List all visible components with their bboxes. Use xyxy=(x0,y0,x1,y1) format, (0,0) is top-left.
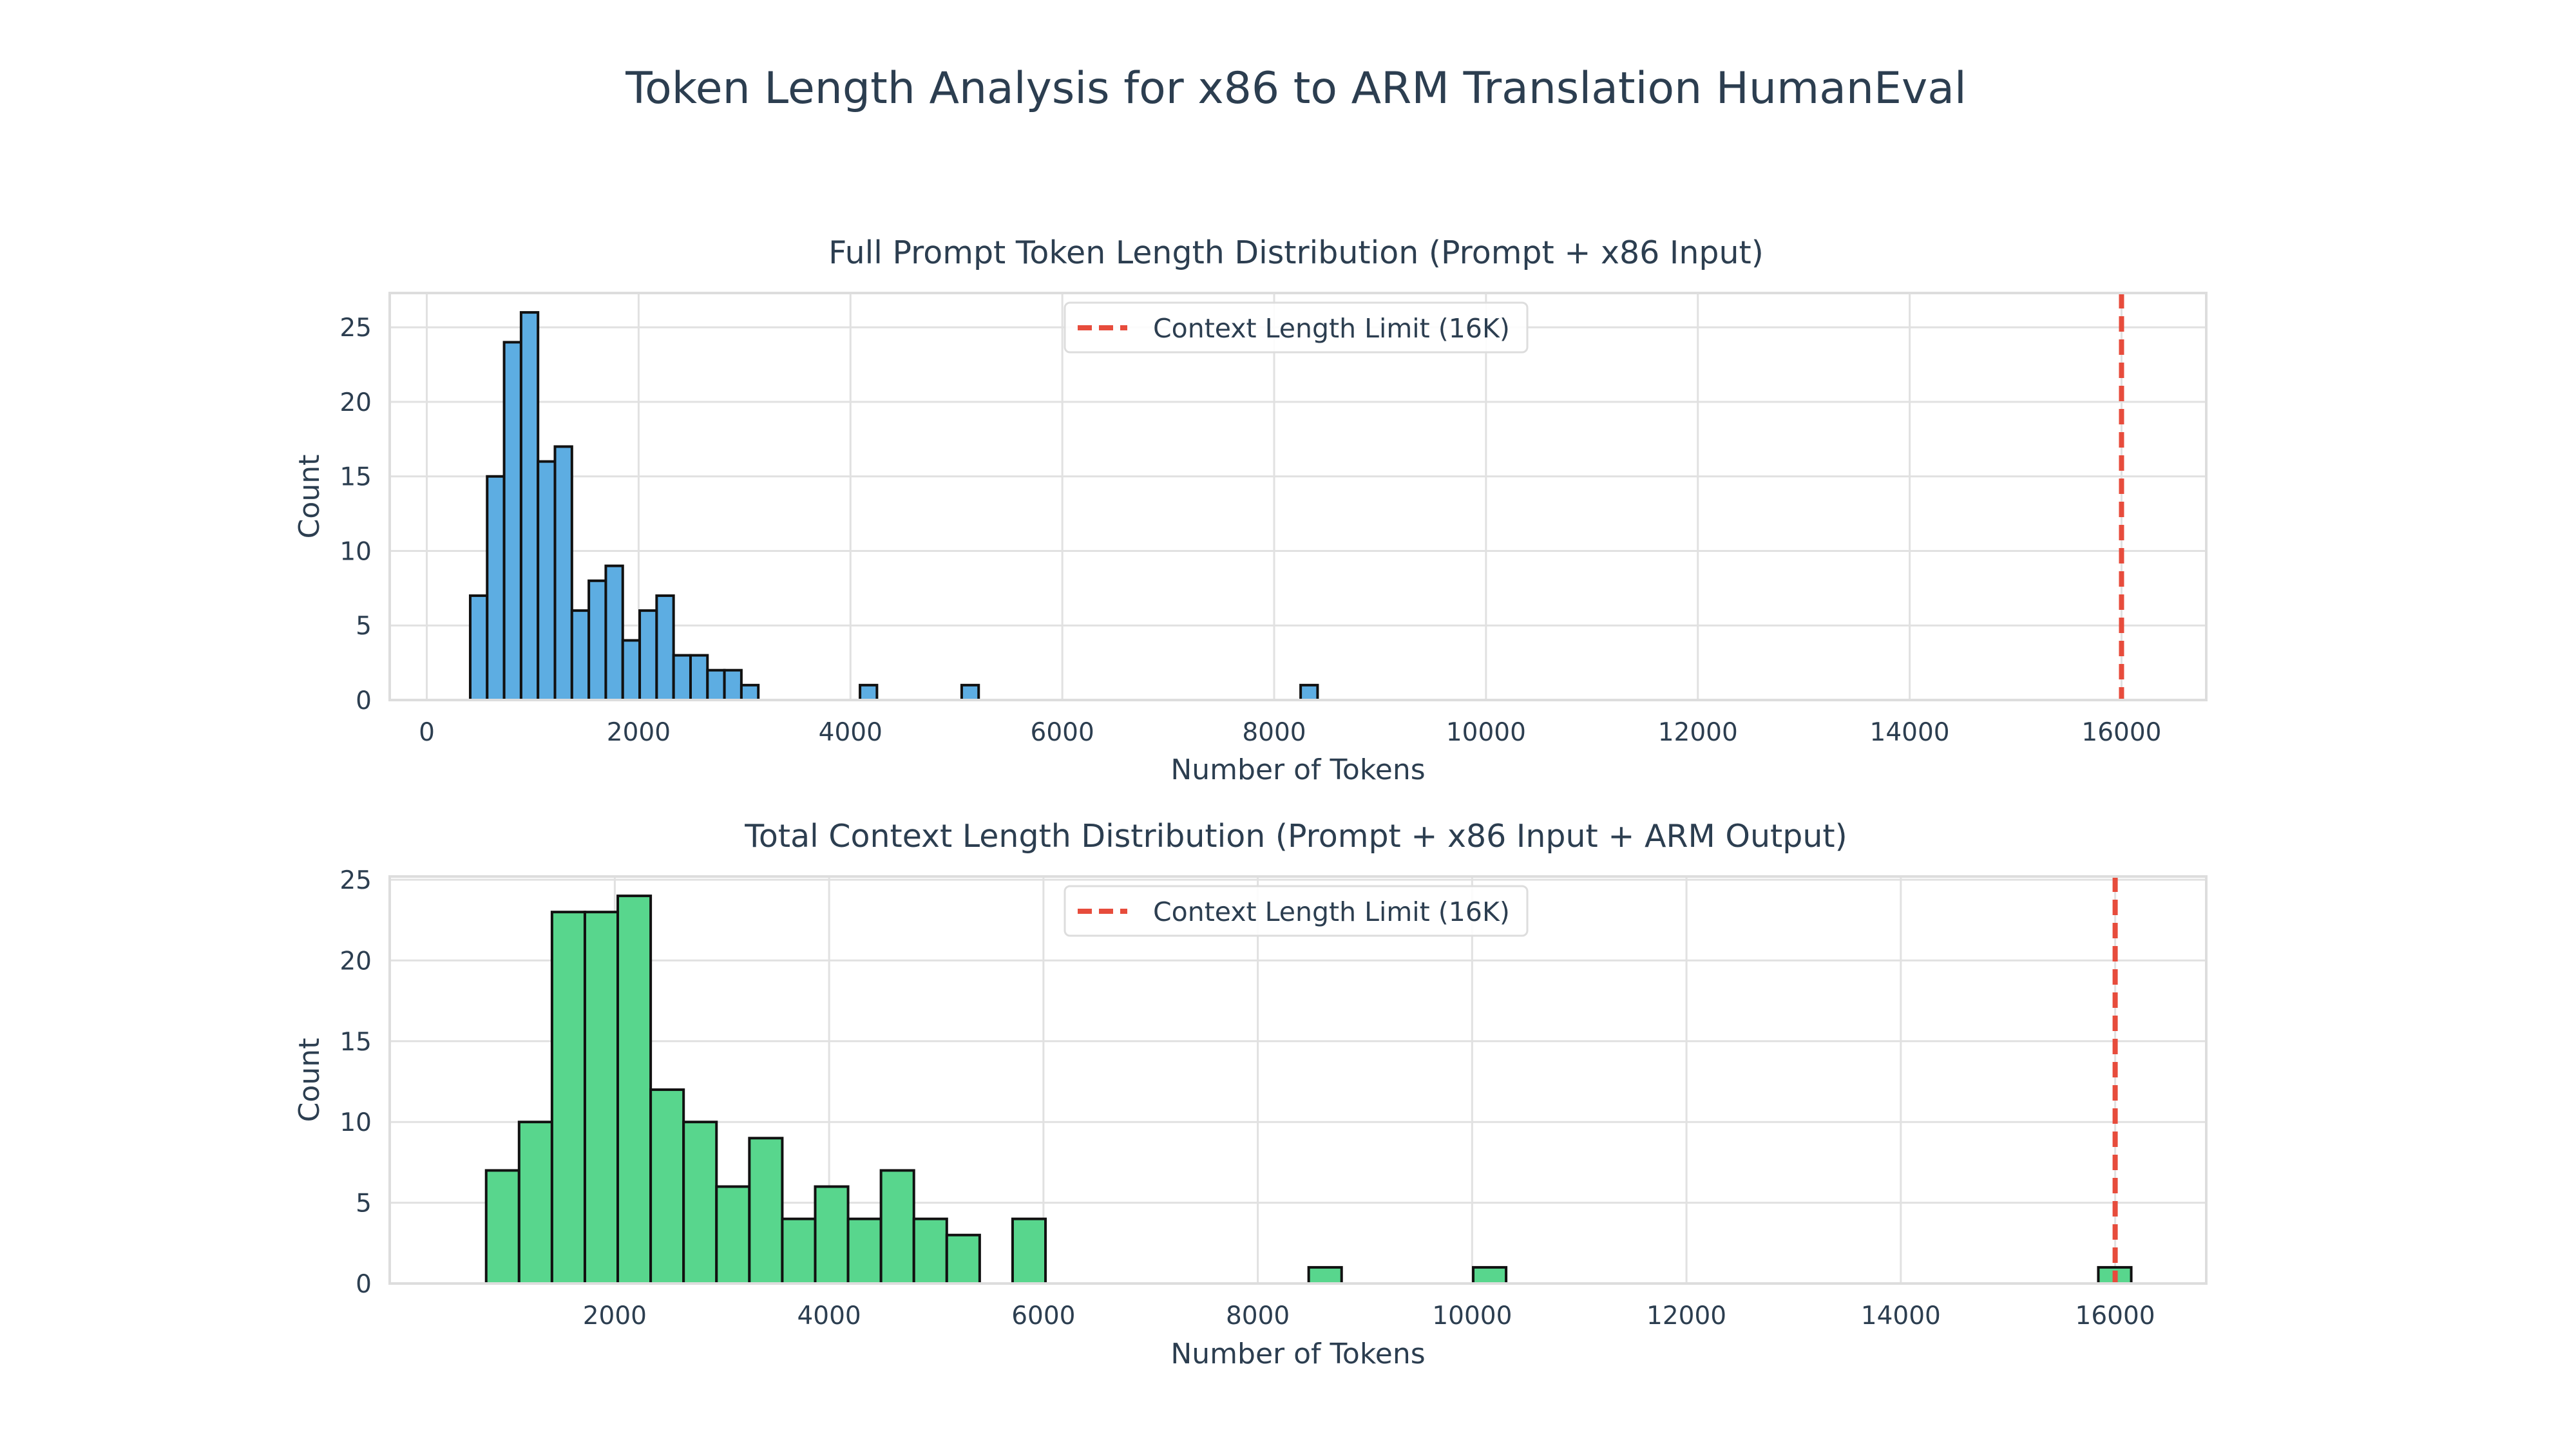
bottom-legend: Context Length Limit (16K) xyxy=(1064,885,1529,937)
bottom-histogram-bar xyxy=(846,1217,883,1285)
bottom-plot-frame xyxy=(388,875,2208,1285)
top-y-tick-label: 25 xyxy=(339,314,372,343)
top-x-tick-label: 16000 xyxy=(2081,718,2161,747)
top-x-tick-label: 4000 xyxy=(819,718,883,747)
bottom-x-ticks: 2000 4000 6000 8000 10000 12000 14000 16000 xyxy=(583,1302,2155,1331)
top-legend-label: Context Length Limit (16K) xyxy=(1153,313,1510,344)
top-x-tick-label: 8000 xyxy=(1242,718,1306,747)
top-histogram-bar xyxy=(723,668,743,701)
top-histogram-bar xyxy=(587,579,607,701)
top-x-tick-label: 12000 xyxy=(1658,718,1738,747)
top-histogram-bar xyxy=(672,654,692,701)
bottom-y-tick-label: 10 xyxy=(339,1108,372,1137)
top-histogram-bar xyxy=(537,460,557,701)
top-histogram-bar xyxy=(502,341,522,701)
top-x-ticks: 0 2000 4000 6000 8000 10000 12000 14000 16000 xyxy=(419,718,2161,747)
top-histogram-bar xyxy=(553,445,573,701)
bottom-histogram-bar xyxy=(781,1217,817,1285)
top-histogram-bar xyxy=(486,475,506,701)
top-histogram-bar xyxy=(859,683,879,702)
top-legend: Context Length Limit (16K) xyxy=(1064,301,1529,354)
bottom-y-axis-label: Count xyxy=(293,1038,326,1122)
top-grid xyxy=(390,293,2206,701)
top-histogram-bar xyxy=(655,594,675,702)
top-y-tick-label: 0 xyxy=(356,687,372,715)
top-x-tick-label: 6000 xyxy=(1031,718,1094,747)
bottom-y-ticks: 0 5 10 15 20 25 xyxy=(339,866,372,1299)
bottom-histogram-bar xyxy=(1472,1265,1508,1285)
top-histogram-bar xyxy=(604,564,624,702)
top-legend-box xyxy=(1064,301,1529,354)
bottom-x-axis-label: Number of Tokens xyxy=(1170,1338,1425,1370)
top-y-ticks: 0 5 10 15 20 25 xyxy=(339,314,372,715)
top-x-tick-label: 14000 xyxy=(1870,718,1950,747)
top-plot-frame xyxy=(388,292,2208,701)
bottom-y-tick-label: 0 xyxy=(356,1270,372,1299)
top-histogram-bar xyxy=(621,639,642,702)
top-y-tick-label: 20 xyxy=(339,388,372,417)
bottom-x-tick-label: 12000 xyxy=(1646,1302,1726,1331)
bottom-x-tick-label: 14000 xyxy=(1861,1302,1941,1331)
top-histogram-bar xyxy=(960,683,980,702)
top-histogram-bar xyxy=(1299,683,1319,702)
bottom-histogram-panel: Total Context Length Distribution (Promp… xyxy=(293,818,2208,1370)
top-histogram-bar xyxy=(739,683,760,702)
top-y-tick-label: 5 xyxy=(356,612,372,641)
top-x-axis-label: Number of Tokens xyxy=(1170,753,1425,786)
figure-title: Token Length Analysis for x86 to ARM Tra… xyxy=(625,63,1967,114)
top-chart-title: Full Prompt Token Length Distribution (P… xyxy=(828,234,1764,271)
top-y-tick-label: 15 xyxy=(339,463,372,492)
bottom-y-tick-label: 15 xyxy=(339,1028,372,1057)
top-histogram-bar xyxy=(519,311,540,702)
top-bars xyxy=(468,311,1319,702)
bottom-x-tick-label: 6000 xyxy=(1011,1302,1075,1331)
bottom-x-tick-label: 2000 xyxy=(583,1302,647,1331)
bottom-histogram-bar xyxy=(583,911,620,1285)
bottom-x-tick-label: 8000 xyxy=(1226,1302,1290,1331)
bottom-y-tick-label: 5 xyxy=(356,1189,372,1218)
bottom-histogram-bar xyxy=(550,911,586,1285)
bottom-histogram-bar xyxy=(1011,1217,1047,1285)
top-x-tick-label: 0 xyxy=(419,718,435,747)
top-histogram-panel: Full Prompt Token Length Distribution (P… xyxy=(293,234,2208,786)
bottom-histogram-bar xyxy=(517,1121,553,1285)
bottom-y-tick-label: 25 xyxy=(339,866,372,895)
top-histogram-bar xyxy=(689,654,709,701)
bottom-histogram-bar xyxy=(715,1185,751,1285)
top-histogram-bar xyxy=(570,609,591,701)
bottom-histogram-bar xyxy=(912,1217,948,1285)
bottom-x-tick-label: 16000 xyxy=(2075,1302,2155,1331)
bottom-histogram-bar xyxy=(616,895,653,1285)
top-histogram-bar xyxy=(638,609,658,701)
bottom-bars xyxy=(484,895,2133,1285)
bottom-chart-title: Total Context Length Distribution (Promp… xyxy=(744,818,1847,855)
bottom-histogram-bar xyxy=(945,1233,981,1285)
bottom-x-tick-label: 10000 xyxy=(1432,1302,1512,1331)
top-histogram-bar xyxy=(706,668,726,701)
bottom-y-tick-label: 20 xyxy=(339,947,372,976)
top-y-axis-label: Count xyxy=(293,455,326,539)
bottom-histogram-bar xyxy=(649,1088,685,1285)
bottom-legend-box xyxy=(1064,885,1529,937)
bottom-x-tick-label: 4000 xyxy=(797,1302,861,1331)
bottom-legend-label: Context Length Limit (16K) xyxy=(1153,896,1510,927)
top-y-tick-label: 10 xyxy=(339,537,372,566)
bottom-histogram-bar xyxy=(748,1137,784,1285)
top-histogram-bar xyxy=(468,594,489,702)
bottom-histogram-bar xyxy=(814,1185,850,1285)
bottom-histogram-bar xyxy=(1307,1265,1343,1285)
bottom-histogram-bar xyxy=(879,1169,915,1285)
top-x-tick-label: 10000 xyxy=(1446,718,1526,747)
bottom-histogram-bar xyxy=(484,1169,520,1285)
top-x-tick-label: 2000 xyxy=(607,718,671,747)
bottom-histogram-bar xyxy=(682,1121,718,1285)
